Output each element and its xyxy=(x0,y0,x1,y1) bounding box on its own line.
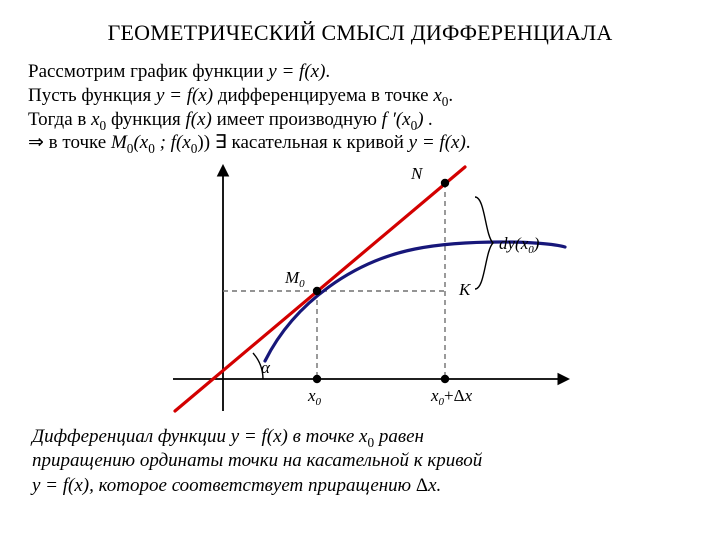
caption-line1: Дифференциал функции y = f(x) в точке x xyxy=(32,426,367,447)
var-x: x xyxy=(433,85,441,106)
text: . xyxy=(325,61,330,82)
point-x0dx xyxy=(441,375,449,383)
formula: y = f(x) xyxy=(156,85,213,106)
label-x0dx: x0+Δx xyxy=(430,386,473,408)
label-K: K xyxy=(458,280,472,299)
point-m0 xyxy=(313,287,321,295)
text: Пусть функция xyxy=(28,85,156,106)
formula: f(x) xyxy=(186,109,212,130)
text: Рассмотрим график функции xyxy=(28,61,268,82)
delta: Δ xyxy=(416,475,428,496)
formula: y = f(x) xyxy=(268,61,325,82)
text: ⇒ в точке xyxy=(28,132,111,153)
formula: f ′(x xyxy=(382,109,411,130)
label-alpha: α xyxy=(261,358,271,377)
formula: ; f(x xyxy=(155,132,191,153)
var-x: x xyxy=(91,109,99,130)
var-M: M xyxy=(111,132,127,153)
caption-line3: y = f(x), которое соответствует приращен… xyxy=(32,475,416,496)
page-title: ГЕОМЕТРИЧЕСКИЙ СМЫСЛ ДИФФЕРЕНЦИАЛА xyxy=(28,20,692,46)
text: ) . xyxy=(417,109,433,130)
function-curve xyxy=(265,242,565,361)
caption: Дифференциал функции y = f(x) в точке x0… xyxy=(32,425,688,498)
formula: (x xyxy=(133,132,148,153)
text: . xyxy=(466,132,471,153)
label-M0: M0 xyxy=(284,268,305,290)
text: Тогда в xyxy=(28,109,91,130)
point-x0 xyxy=(313,375,321,383)
caption-line2: приращению ординаты точки на касательной… xyxy=(32,450,482,471)
label-x0: x0 xyxy=(307,386,322,408)
label-dy: dy(x0) xyxy=(499,234,540,256)
formula: y = f(x) xyxy=(409,132,466,153)
paragraph-1: Рассмотрим график функции y = f(x). Пуст… xyxy=(28,60,692,155)
text: дифференцируема в точке xyxy=(213,85,433,106)
differential-graph: N M0 K dy(x0) α x0 x0+Δx xyxy=(145,161,575,421)
text: . xyxy=(448,85,453,106)
text: )) ∃ касательная к кривой xyxy=(197,132,408,153)
sub: 0 xyxy=(148,141,155,156)
caption-line1b: равен xyxy=(374,426,424,447)
text: функция xyxy=(106,109,185,130)
caption-x: x. xyxy=(428,475,441,496)
point-n xyxy=(441,179,449,187)
label-N: N xyxy=(410,164,424,183)
text: имеет производную xyxy=(212,109,382,130)
graph-container: N M0 K dy(x0) α x0 x0+Δx xyxy=(28,161,692,421)
